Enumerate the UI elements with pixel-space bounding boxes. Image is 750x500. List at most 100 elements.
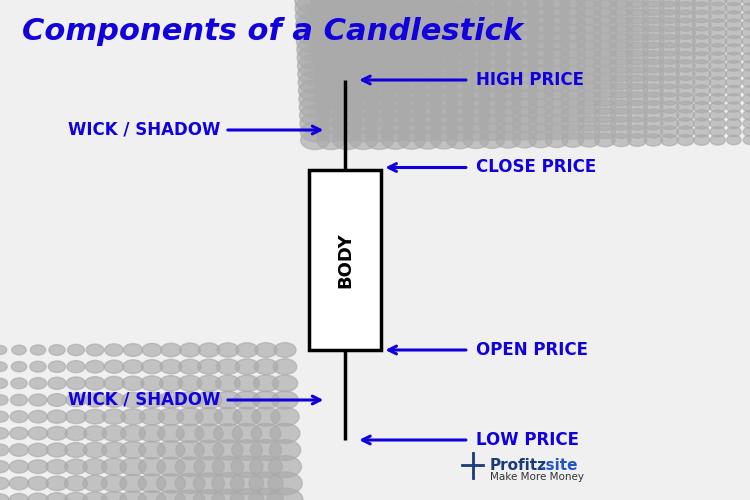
- Circle shape: [0, 394, 8, 406]
- Circle shape: [594, 83, 616, 98]
- Circle shape: [138, 474, 166, 492]
- Circle shape: [364, 80, 395, 102]
- Circle shape: [512, 124, 537, 140]
- Circle shape: [394, 0, 429, 12]
- Circle shape: [692, 0, 711, 6]
- Circle shape: [329, 29, 365, 54]
- Circle shape: [545, 116, 568, 132]
- Circle shape: [676, 68, 695, 80]
- Circle shape: [299, 88, 331, 110]
- Circle shape: [251, 440, 281, 460]
- Circle shape: [0, 460, 9, 472]
- Circle shape: [101, 475, 127, 492]
- Circle shape: [68, 344, 85, 356]
- Circle shape: [397, 97, 427, 117]
- Circle shape: [725, 52, 742, 63]
- Circle shape: [101, 458, 127, 475]
- Circle shape: [528, 82, 554, 99]
- Circle shape: [527, 48, 554, 66]
- Circle shape: [610, 34, 633, 49]
- Circle shape: [348, 96, 379, 117]
- Circle shape: [560, 74, 585, 90]
- Circle shape: [644, 117, 663, 130]
- Circle shape: [445, 64, 476, 84]
- Circle shape: [543, 16, 570, 34]
- Circle shape: [268, 456, 302, 477]
- Circle shape: [626, 9, 649, 24]
- Circle shape: [560, 24, 586, 42]
- Circle shape: [46, 492, 68, 500]
- Circle shape: [312, 4, 350, 30]
- Circle shape: [364, 88, 395, 110]
- Circle shape: [274, 342, 296, 357]
- Circle shape: [478, 64, 507, 84]
- Circle shape: [10, 410, 28, 422]
- Circle shape: [676, 26, 695, 40]
- Circle shape: [676, 110, 694, 121]
- Circle shape: [692, 35, 711, 48]
- Circle shape: [460, 0, 492, 10]
- Circle shape: [444, 30, 476, 52]
- Circle shape: [396, 72, 427, 93]
- Circle shape: [692, 26, 711, 39]
- Circle shape: [157, 490, 185, 500]
- Circle shape: [159, 392, 183, 408]
- Circle shape: [211, 489, 244, 500]
- Circle shape: [176, 457, 205, 476]
- Circle shape: [380, 80, 412, 101]
- Circle shape: [478, 48, 507, 68]
- Circle shape: [269, 440, 301, 460]
- Circle shape: [296, 12, 334, 38]
- Circle shape: [511, 56, 538, 75]
- Circle shape: [348, 105, 379, 126]
- Circle shape: [347, 88, 380, 110]
- Circle shape: [83, 458, 107, 474]
- Circle shape: [693, 102, 710, 113]
- Circle shape: [411, 14, 445, 36]
- Circle shape: [362, 54, 397, 77]
- Circle shape: [529, 124, 553, 140]
- Circle shape: [643, 42, 664, 56]
- Circle shape: [85, 393, 106, 407]
- Circle shape: [330, 54, 364, 78]
- Circle shape: [10, 378, 27, 389]
- Circle shape: [297, 38, 333, 62]
- Circle shape: [593, 8, 617, 24]
- Circle shape: [157, 457, 185, 476]
- Circle shape: [212, 472, 244, 494]
- Circle shape: [315, 96, 346, 117]
- Circle shape: [644, 100, 663, 114]
- Circle shape: [178, 392, 203, 408]
- Circle shape: [216, 375, 240, 392]
- Circle shape: [626, 17, 649, 32]
- Circle shape: [644, 76, 664, 89]
- Circle shape: [510, 15, 538, 34]
- Circle shape: [477, 31, 507, 51]
- Circle shape: [362, 12, 398, 37]
- Circle shape: [398, 122, 426, 141]
- Circle shape: [595, 125, 616, 138]
- Circle shape: [577, 58, 601, 74]
- Circle shape: [461, 48, 491, 68]
- Text: Components of a Candlestick: Components of a Candlestick: [22, 18, 524, 46]
- Circle shape: [510, 32, 538, 50]
- Circle shape: [725, 0, 742, 6]
- Circle shape: [11, 362, 27, 372]
- Circle shape: [102, 442, 126, 458]
- Circle shape: [10, 427, 28, 440]
- Circle shape: [577, 66, 601, 82]
- Circle shape: [121, 408, 145, 424]
- Circle shape: [561, 99, 584, 115]
- Circle shape: [84, 426, 106, 441]
- Circle shape: [272, 391, 298, 409]
- Circle shape: [494, 32, 523, 51]
- Circle shape: [510, 0, 538, 18]
- Circle shape: [610, 8, 633, 24]
- Circle shape: [365, 122, 394, 142]
- Circle shape: [626, 50, 648, 65]
- Circle shape: [529, 116, 553, 132]
- Circle shape: [494, 15, 523, 34]
- Circle shape: [676, 93, 694, 105]
- Circle shape: [316, 114, 346, 134]
- Circle shape: [659, 26, 680, 40]
